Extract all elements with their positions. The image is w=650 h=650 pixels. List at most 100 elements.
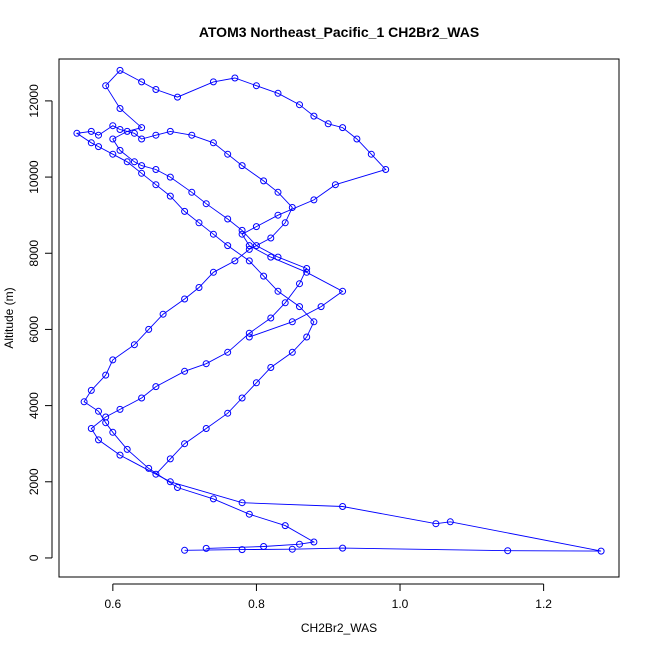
data-point [245,329,253,337]
data-point [324,120,332,128]
data-point [102,419,110,427]
data-point [102,371,110,379]
data-point [231,257,239,265]
data-point [224,409,232,417]
data-point [288,204,296,211]
data-point [209,268,217,276]
series-line [75,125,316,549]
data-point [331,181,339,189]
data-point [159,310,167,318]
y-tick-label: 0 [27,554,41,561]
data-point [252,379,260,387]
data-point [274,287,282,295]
data-point [310,538,318,546]
data-point [317,303,325,311]
data-point [339,124,347,132]
plot-area [58,58,620,578]
x-tick-label: 0.6 [105,597,122,611]
data-point [209,495,217,503]
data-point [195,284,203,291]
data-point [260,543,268,550]
data-point [116,126,124,133]
data-point [245,245,253,253]
data-point [252,242,260,250]
data-point [296,101,303,109]
data-point [116,66,124,74]
data-point [209,230,217,238]
data-point [432,520,440,528]
data-point [116,405,124,413]
series-layer [73,66,605,555]
data-point [166,127,174,135]
data-point [87,139,95,147]
data-point [303,265,311,272]
data-point [245,510,253,518]
data-point [116,105,124,112]
data-point [274,89,282,97]
data-point [95,407,102,415]
data-point [138,162,146,170]
data-point [238,226,246,234]
x-tick-label: 1.0 [392,597,409,611]
x-tick-label: 1.2 [535,597,552,611]
data-point [109,122,117,130]
series-line [90,69,602,552]
y-axis: 0 2000 4000 6000 8000 10000 12000 [27,84,53,561]
data-point [382,166,390,173]
data-point [87,127,95,135]
y-tick-label: 10000 [27,160,41,194]
data-point [181,440,189,448]
chart-title: ATOM3 Northeast_Pacific_1 CH2Br2_WAS [199,24,479,40]
data-point [174,93,181,101]
data-point [296,303,303,311]
data-point [130,341,138,349]
data-point [288,545,296,553]
data-point [446,518,454,526]
data-point [303,268,311,276]
y-tick-label: 4000 [27,392,41,419]
x-axis-label: CH2Br2_WAS [301,621,377,635]
data-point [238,162,246,170]
data-point [116,146,124,154]
data-point [310,196,318,204]
data-point [130,129,138,137]
data-point [87,425,95,432]
x-axis: 0.6 0.8 1.0 1.2 [105,583,552,611]
data-point [288,318,296,326]
data-point [138,78,146,86]
data-point [303,333,311,341]
data-point [130,158,138,166]
data-point [274,211,282,219]
data-point [166,455,174,463]
data-point [274,253,282,261]
data-point [95,143,102,151]
data-point [260,177,268,185]
data-point [267,314,275,322]
data-point [231,74,239,82]
data-point [238,499,246,507]
data-point [181,207,189,215]
data-point [145,464,153,472]
data-point [281,219,289,227]
data-point [138,169,146,177]
data-point [252,223,260,231]
data-point [367,150,375,158]
data-point [109,428,117,436]
data-point [288,348,296,356]
data-point [310,112,318,120]
data-point [267,253,275,261]
data-point [238,546,246,554]
data-point [224,242,232,250]
data-point [281,299,289,307]
data-point [224,215,232,223]
data-point [174,484,181,491]
data-point [245,242,253,250]
data-point [310,318,318,326]
data-point [597,547,605,555]
data-point [116,451,124,459]
data-point [339,503,347,510]
data-point [339,544,347,552]
y-axis-label: Altitude (m) [2,287,16,348]
data-point [181,367,189,375]
